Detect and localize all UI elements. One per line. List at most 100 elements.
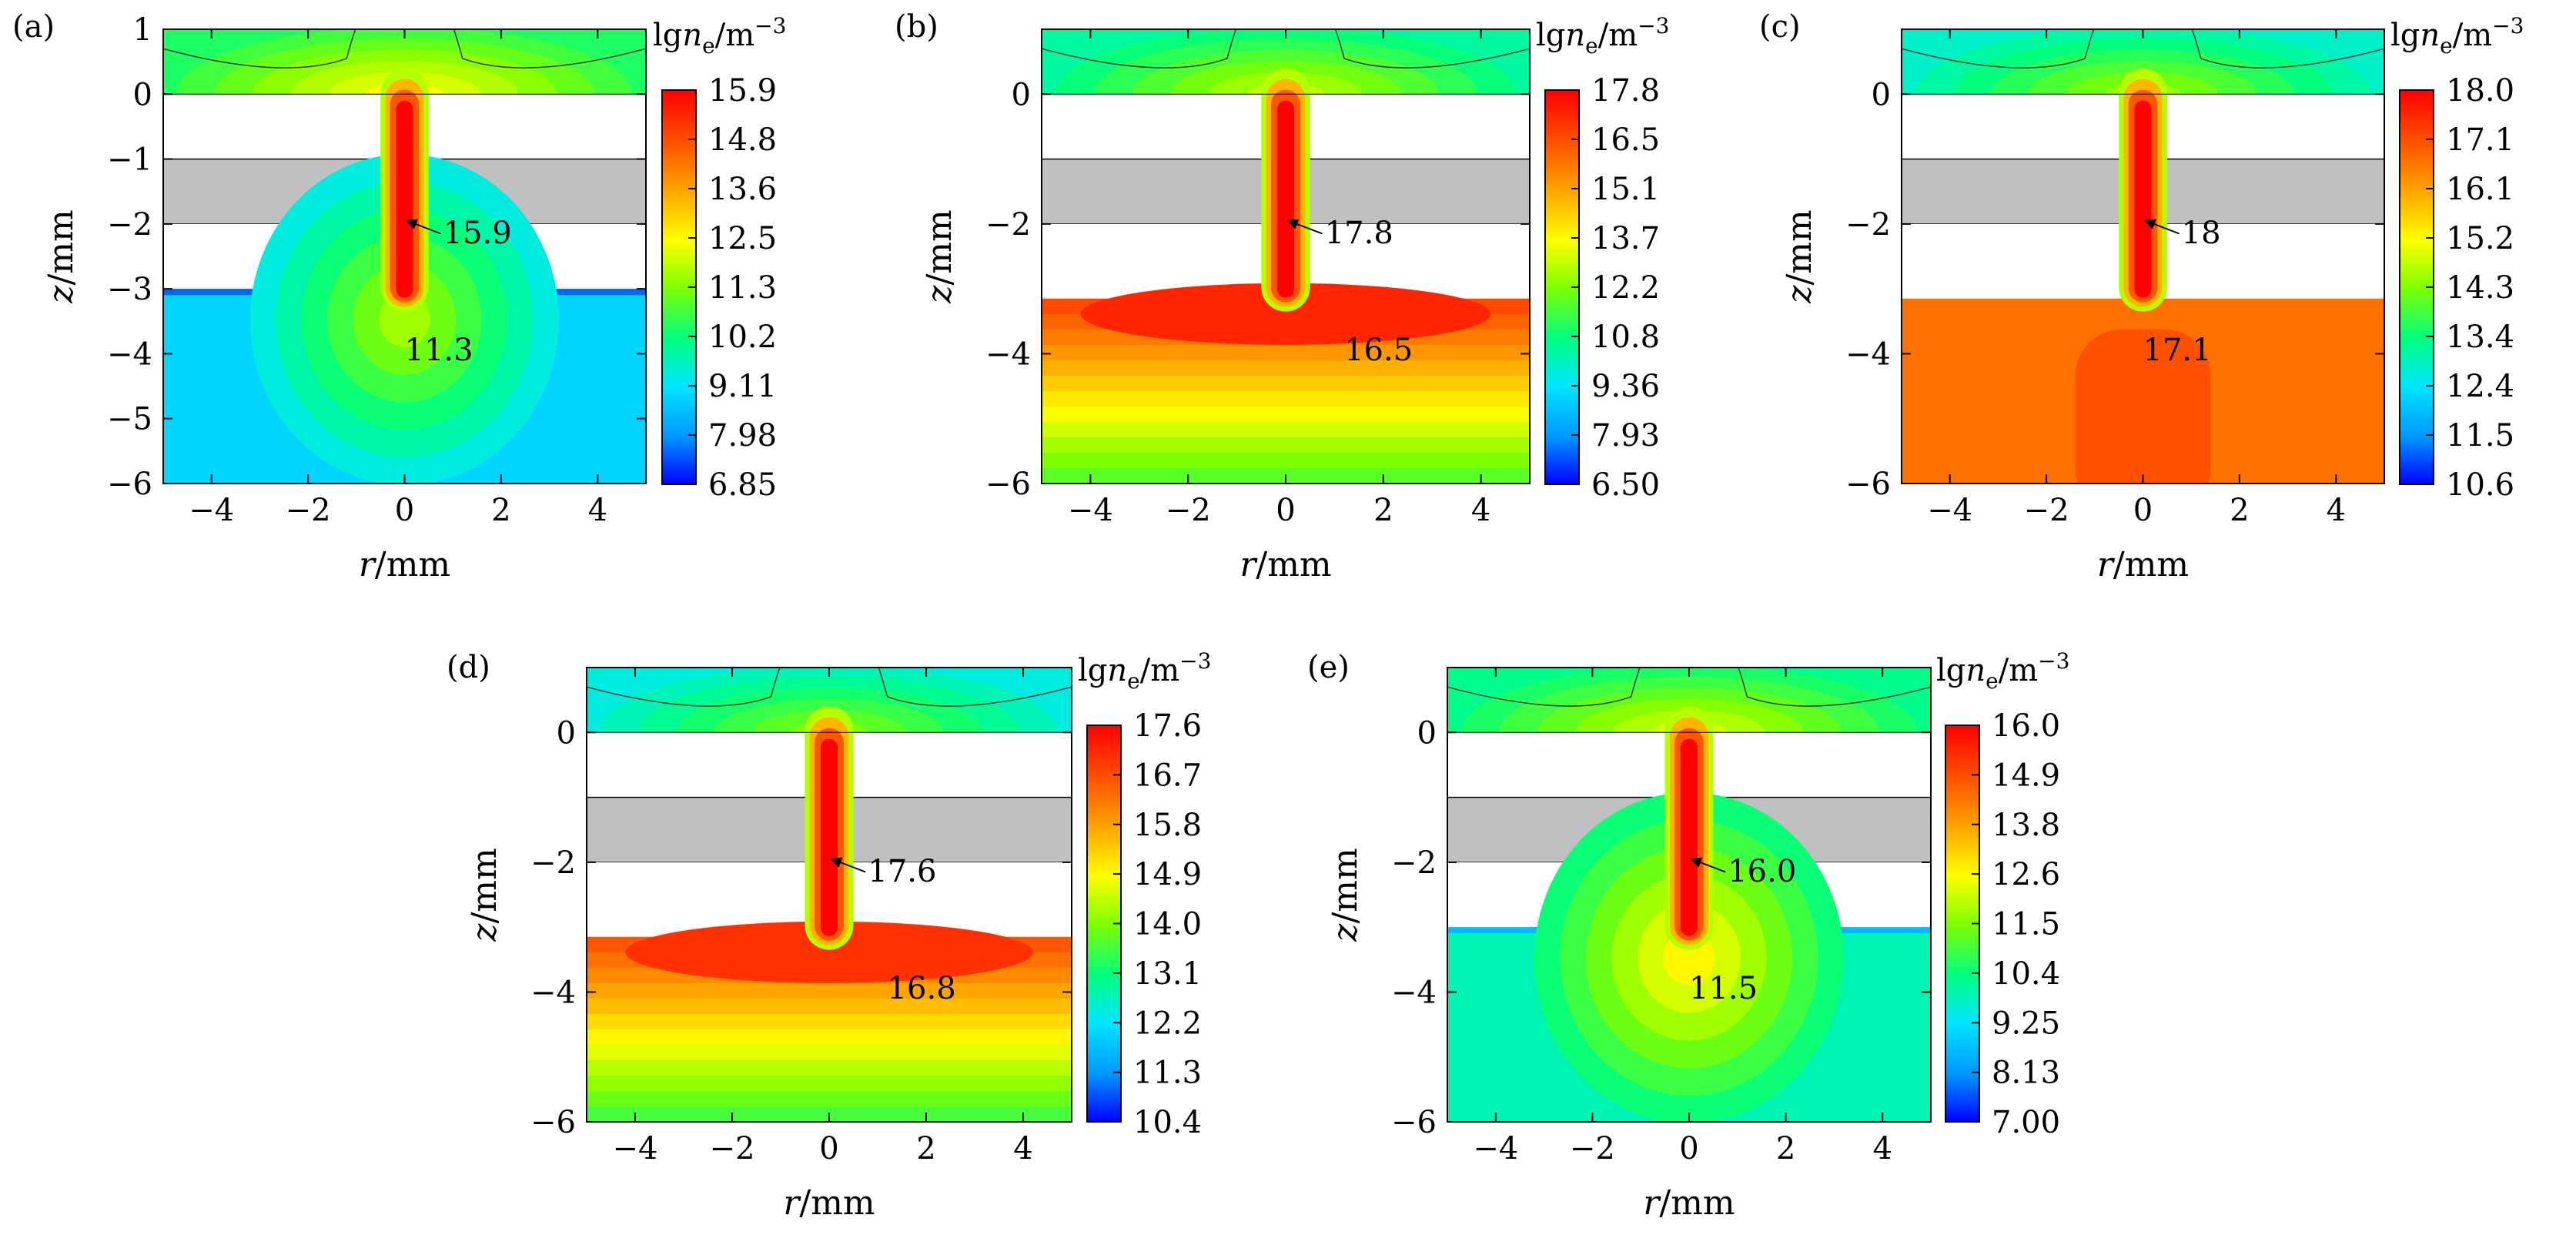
y-axis-unit: /mm	[1326, 848, 1365, 923]
colorbar-title-unit: /m	[715, 18, 754, 53]
x-tick-label: −2	[710, 1131, 755, 1166]
bottom-band	[587, 1075, 1072, 1092]
y-tick-label: 0	[557, 715, 576, 751]
annotation-arrow	[830, 857, 866, 873]
x-tick-label: −4	[1473, 1131, 1518, 1166]
colorbar-tick-label: 9.25	[1992, 1006, 2060, 1041]
panel-d: −4 −2 0 2 40−2−4−6r/mmz/mm(d)17.616.817.616.…	[447, 648, 1211, 1223]
y-tick-label: −4	[1391, 975, 1437, 1010]
colorbar-tick-label: 11.3	[1133, 1056, 1202, 1091]
colorbar-tick-label: 17.6	[1133, 708, 1202, 744]
colorbar-tick-label: 17.8	[1591, 73, 1660, 109]
colorbar-title-exp: −3	[754, 13, 786, 38]
colorbar-tick-label: 7.98	[708, 418, 777, 454]
colorbar-title-lg: lg	[1936, 653, 1965, 688]
panel-label: (e)	[1307, 650, 1350, 685]
colorbar-tick-label: 13.7	[1591, 221, 1660, 256]
contour-line	[878, 668, 1072, 707]
colorbar-tick-label: 14.3	[2446, 270, 2514, 306]
y-tick-label: −4	[1845, 336, 1891, 372]
colorbar-title-sub: e	[1585, 33, 1598, 59]
colorbar-tick-label: 15.9	[708, 73, 777, 109]
y-axis-label: z/mm	[1326, 848, 1365, 942]
y-tick-label: −6	[985, 467, 1031, 502]
x-axis-var: r	[2097, 545, 2116, 584]
x-axis-label: r/mm	[1643, 1183, 1735, 1223]
annotation-level: 11.5	[1689, 971, 1758, 1006]
y-tick-label: −2	[1845, 207, 1891, 243]
annotation-arrow	[2144, 219, 2180, 235]
contour-line	[1042, 29, 1237, 69]
x-tick-label: 0	[2133, 493, 2153, 528]
annotation-peak: 16.0	[1728, 854, 1796, 889]
y-tick-label: −6	[1845, 467, 1891, 502]
colorbar-tick-label: 12.5	[708, 221, 777, 256]
contour-field	[1902, 29, 2384, 484]
colorbar-title-sub: e	[1127, 668, 1140, 694]
x-tick-label: 2	[1776, 1131, 1795, 1166]
panel-e: −4 −2 0 2 40−2−4−6r/mmz/mm(e)16.011.516.014.…	[1307, 648, 2069, 1223]
colorbar-tick-label: 16.7	[1133, 758, 1202, 793]
contour-line	[453, 29, 646, 69]
colorbar-tick-label: 6.85	[708, 467, 777, 503]
y-tick-label: −4	[107, 336, 152, 372]
panel-label: (c)	[1759, 9, 1801, 45]
colorbar-title-sub: e	[2440, 33, 2453, 59]
contour-line	[163, 29, 356, 69]
x-axis-unit: /mm	[375, 545, 450, 584]
colorbar-tick-label: 17.1	[2446, 122, 2514, 158]
contour-line	[587, 668, 781, 707]
colorbar-tick-label: 10.8	[1591, 320, 1660, 355]
bottom-core	[625, 921, 1033, 983]
x-tick-label: −2	[286, 493, 331, 528]
colorbar-tick-label: 13.8	[1992, 808, 2060, 843]
y-tick-label: −6	[1391, 1105, 1437, 1140]
y-axis-var: z	[42, 285, 81, 304]
colorbar-tick-label: 11.5	[2446, 418, 2514, 454]
x-tick-label: 0	[1276, 493, 1295, 528]
x-axis-unit: /mm	[1256, 545, 1331, 584]
colorbar-tick-label: 18.0	[2446, 73, 2514, 109]
colorbar-title-exp: −3	[2038, 648, 2069, 674]
annotation-peak: 17.8	[1325, 216, 1393, 251]
colorbar-tick-label: 16.5	[1591, 122, 1660, 158]
colorbar-title-unit: /m	[1598, 18, 1638, 53]
channel-band	[820, 738, 838, 936]
y-axis-var: z	[1326, 923, 1365, 942]
x-tick-label: 4	[2327, 493, 2346, 528]
colorbar-title-var: n	[682, 18, 702, 53]
y-axis-unit: /mm	[465, 848, 504, 923]
y-axis-label: z/mm	[1780, 209, 1819, 303]
colorbar-title-unit: /m	[1999, 653, 2038, 688]
x-tick-label: 2	[491, 493, 510, 528]
colorbar-tick-label: 15.2	[2446, 221, 2514, 256]
x-axis-label: r/mm	[359, 545, 450, 584]
y-axis-unit: /mm	[1780, 209, 1819, 285]
annotation-peak: 18	[2182, 216, 2221, 251]
y-tick-label: −2	[985, 207, 1031, 243]
colorbar-tick-label: 14.9	[1992, 758, 2060, 793]
colorbar-tick-label: 15.1	[1591, 172, 1660, 207]
contour-field	[1042, 29, 1530, 484]
y-tick-label: 0	[133, 77, 152, 112]
x-axis-unit: /mm	[1659, 1183, 1735, 1223]
colorbar-title: lgne/m−3	[1936, 648, 2069, 694]
bottom-band	[1042, 375, 1530, 392]
colorbar-title: lgne/m−3	[1536, 13, 1669, 59]
x-axis-label: r/mm	[1239, 545, 1331, 584]
y-tick-label: 0	[1872, 77, 1891, 112]
colorbar-tick-label: 7.00	[1992, 1105, 2060, 1140]
y-tick-label: −4	[530, 975, 576, 1010]
y-axis-label: z/mm	[920, 209, 959, 303]
colorbar	[1086, 725, 1122, 1123]
x-tick-label: 0	[1679, 1131, 1698, 1166]
channel-band	[2134, 100, 2152, 298]
x-tick-label: 4	[1013, 1131, 1032, 1166]
bottom-band	[1042, 360, 1530, 377]
colorbar-tick-label: 12.2	[1133, 1006, 1202, 1041]
colorbar-tick-label: 12.4	[2446, 369, 2514, 404]
bottom-band	[1042, 437, 1530, 454]
bottom-band	[587, 1059, 1072, 1076]
colorbar-title: lgne/m−3	[1078, 648, 1211, 694]
